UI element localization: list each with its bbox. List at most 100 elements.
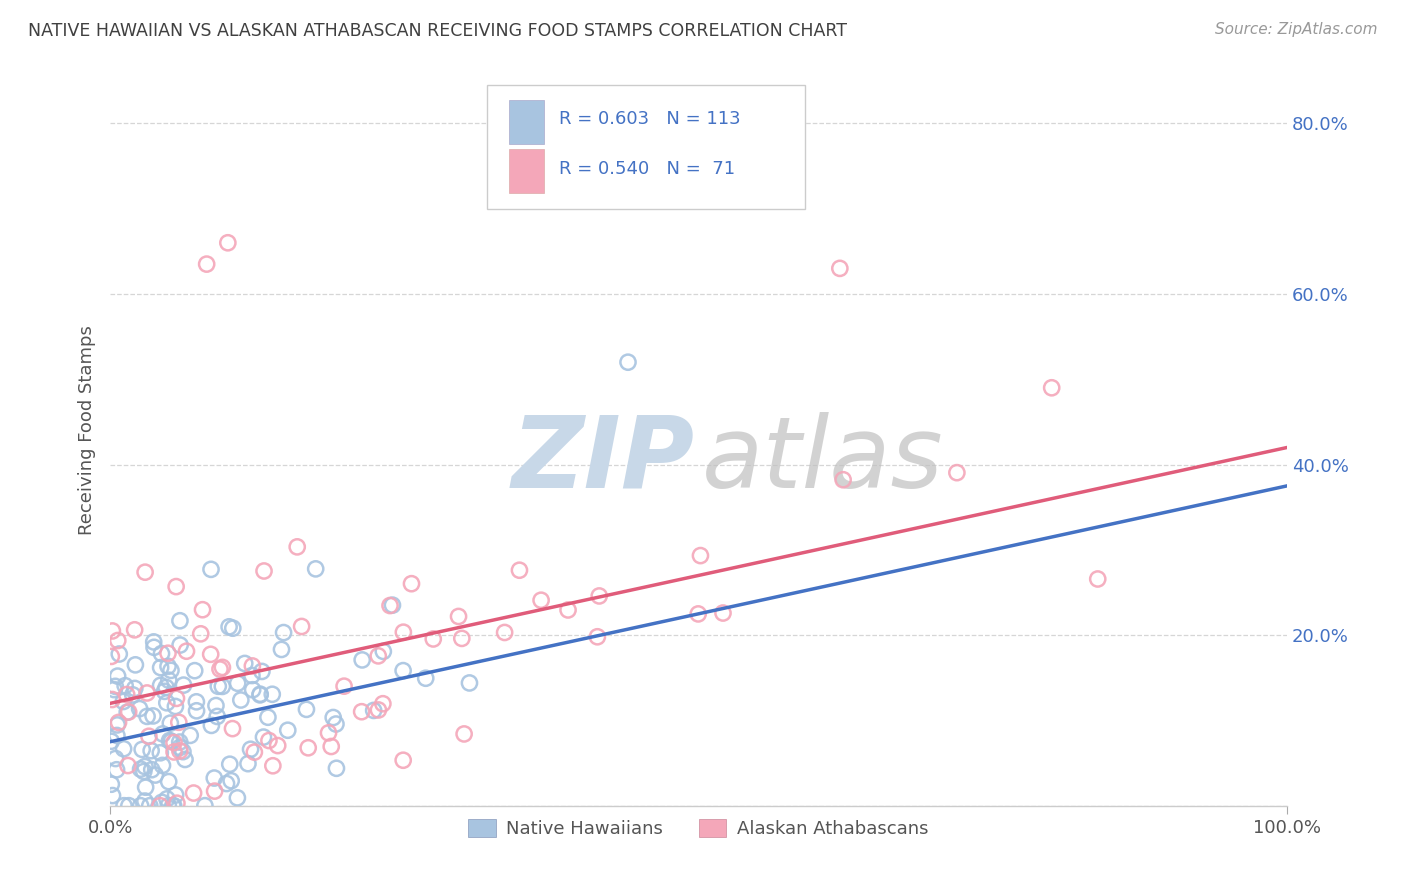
- Point: [169, 740, 191, 755]
- Point: [832, 473, 855, 487]
- Point: [107, 669, 129, 683]
- Point: [557, 603, 579, 617]
- Point: [226, 676, 249, 690]
- Point: [153, 684, 176, 698]
- Point: [100, 734, 122, 748]
- Point: [132, 764, 155, 779]
- Point: [150, 795, 173, 809]
- Point: [159, 733, 181, 747]
- Point: [117, 758, 139, 772]
- Text: R = 0.540   N =  71: R = 0.540 N = 71: [558, 161, 735, 178]
- Point: [363, 703, 385, 717]
- Point: [149, 746, 172, 760]
- Legend: Native Hawaiians, Alaskan Athabascans: Native Hawaiians, Alaskan Athabascans: [461, 812, 936, 846]
- Point: [350, 705, 373, 719]
- Point: [105, 718, 128, 732]
- Point: [149, 660, 172, 674]
- Point: [588, 589, 610, 603]
- Point: [218, 757, 240, 772]
- Point: [240, 668, 263, 682]
- Point: [267, 739, 290, 753]
- Point: [143, 640, 166, 655]
- Point: [101, 789, 124, 803]
- Point: [202, 771, 225, 785]
- Point: [115, 688, 138, 702]
- Point: [128, 701, 150, 715]
- Point: [156, 696, 179, 710]
- Point: [169, 614, 191, 628]
- Point: [190, 627, 212, 641]
- Point: [381, 598, 404, 612]
- Point: [129, 798, 152, 813]
- Point: [179, 728, 201, 742]
- FancyBboxPatch shape: [509, 100, 544, 145]
- Point: [295, 702, 318, 716]
- Text: NATIVE HAWAIIAN VS ALASKAN ATHABASCAN RECEIVING FOOD STAMPS CORRELATION CHART: NATIVE HAWAIIAN VS ALASKAN ATHABASCAN RE…: [28, 22, 848, 40]
- Point: [688, 607, 710, 621]
- Point: [291, 619, 314, 633]
- Point: [157, 798, 180, 813]
- Point: [135, 780, 157, 795]
- Point: [166, 691, 188, 706]
- Point: [458, 676, 481, 690]
- Point: [172, 745, 194, 759]
- Point: [305, 562, 328, 576]
- Point: [318, 726, 340, 740]
- Point: [239, 742, 262, 756]
- Point: [322, 710, 344, 724]
- Point: [162, 798, 184, 813]
- Point: [186, 704, 208, 718]
- Point: [252, 730, 274, 744]
- Point: [262, 687, 284, 701]
- Point: [422, 632, 444, 646]
- Point: [689, 549, 711, 563]
- Point: [134, 794, 156, 808]
- Point: [167, 715, 190, 730]
- Point: [149, 678, 172, 692]
- Point: [166, 796, 188, 810]
- FancyBboxPatch shape: [486, 85, 804, 209]
- Point: [118, 798, 141, 813]
- Point: [103, 682, 125, 697]
- Point: [112, 694, 135, 708]
- Point: [124, 657, 146, 672]
- Point: [297, 740, 319, 755]
- Point: [226, 790, 249, 805]
- Point: [494, 625, 516, 640]
- Point: [257, 710, 280, 724]
- Point: [157, 673, 180, 688]
- Point: [217, 235, 239, 250]
- Point: [367, 648, 389, 663]
- Point: [112, 741, 135, 756]
- Point: [447, 609, 470, 624]
- Point: [508, 563, 530, 577]
- Point: [157, 774, 180, 789]
- Point: [155, 681, 177, 695]
- Point: [124, 681, 146, 696]
- Point: [243, 745, 266, 759]
- Point: [138, 729, 160, 743]
- Point: [124, 623, 146, 637]
- Point: [118, 705, 141, 719]
- Point: [273, 625, 295, 640]
- Point: [163, 798, 186, 813]
- Point: [249, 688, 271, 702]
- Point: [194, 798, 217, 813]
- Point: [131, 742, 153, 756]
- Point: [711, 606, 734, 620]
- Point: [200, 648, 222, 662]
- Point: [586, 630, 609, 644]
- Point: [277, 723, 299, 738]
- Point: [373, 644, 395, 658]
- Point: [136, 686, 159, 700]
- Point: [160, 664, 183, 678]
- Point: [107, 633, 129, 648]
- Point: [159, 716, 181, 731]
- Point: [121, 688, 143, 702]
- Point: [114, 679, 136, 693]
- Point: [392, 664, 415, 678]
- Point: [142, 635, 165, 649]
- Point: [219, 773, 242, 788]
- Point: [222, 621, 245, 635]
- Point: [240, 659, 263, 673]
